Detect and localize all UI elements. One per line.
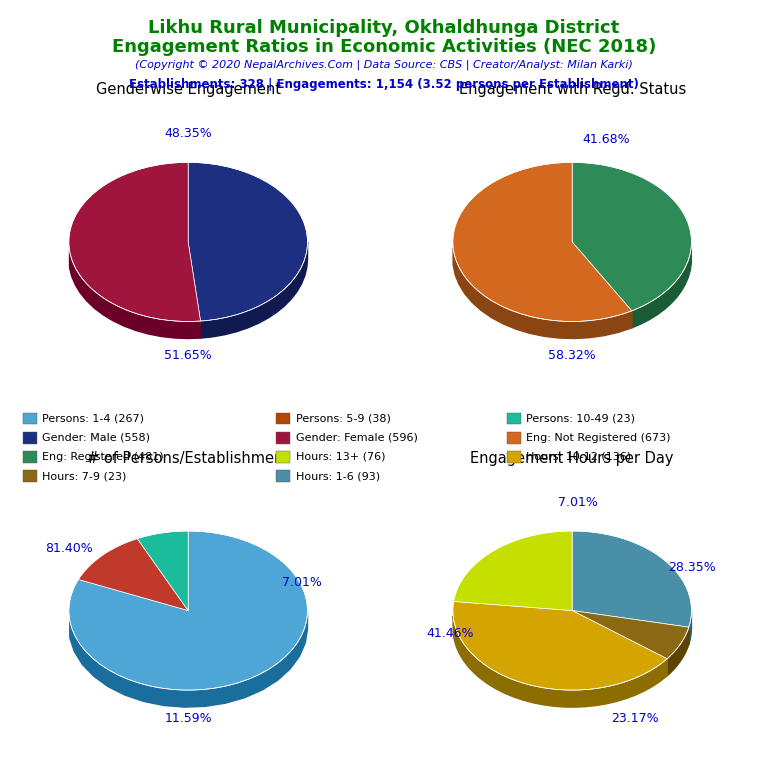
Text: 28.35%: 28.35% [667,561,715,574]
Polygon shape [453,601,667,690]
Text: Establishments: 328 | Engagements: 1,154 (3.52 persons per Establishment): Establishments: 328 | Engagements: 1,154… [129,78,639,91]
Text: Persons: 10-49 (23): Persons: 10-49 (23) [526,413,635,424]
Text: Persons: 5-9 (38): Persons: 5-9 (38) [296,413,391,424]
Text: Hours: 10-12 (136): Hours: 10-12 (136) [526,452,631,462]
Polygon shape [188,259,200,338]
Polygon shape [572,611,689,659]
Polygon shape [69,162,200,322]
Text: 23.17%: 23.17% [611,712,658,725]
Text: 48.35%: 48.35% [164,127,212,141]
Text: 58.32%: 58.32% [548,349,596,362]
Text: Engagement Ratios in Economic Activities (NEC 2018): Engagement Ratios in Economic Activities… [112,38,656,56]
Polygon shape [572,259,632,328]
Text: 11.59%: 11.59% [164,712,212,725]
Text: Hours: 1-6 (93): Hours: 1-6 (93) [296,471,380,482]
Polygon shape [572,627,689,644]
Title: Engagement with Regd. Status: Engagement with Regd. Status [458,82,686,98]
Text: Gender: Male (558): Gender: Male (558) [42,432,151,443]
Polygon shape [572,162,691,311]
Polygon shape [454,531,572,611]
Polygon shape [572,531,691,627]
Polygon shape [632,247,691,328]
Text: 41.68%: 41.68% [582,133,630,146]
Polygon shape [78,538,188,611]
Text: (Copyright © 2020 NepalArchives.Com | Data Source: CBS | Creator/Analyst: Milan : (Copyright © 2020 NepalArchives.Com | Da… [135,60,633,71]
Polygon shape [689,613,691,644]
Polygon shape [70,612,307,707]
Text: 41.46%: 41.46% [426,627,474,640]
Polygon shape [69,531,307,690]
Polygon shape [137,531,188,611]
Text: 51.65%: 51.65% [164,349,212,362]
Text: Eng: Not Registered (673): Eng: Not Registered (673) [526,432,670,443]
Title: Engagement Hours per Day: Engagement Hours per Day [471,451,674,466]
Polygon shape [70,250,200,339]
Text: 7.01%: 7.01% [558,496,598,509]
Title: Genderwise Engagement: Genderwise Engagement [96,82,280,98]
Polygon shape [453,247,632,339]
Text: Persons: 1-4 (267): Persons: 1-4 (267) [42,413,144,424]
Text: 81.40%: 81.40% [45,541,93,554]
Text: Gender: Female (596): Gender: Female (596) [296,432,418,443]
Polygon shape [200,242,307,338]
Text: Likhu Rural Municipality, Okhaldhunga District: Likhu Rural Municipality, Okhaldhunga Di… [148,19,620,37]
Title: # of Persons/Establishment: # of Persons/Establishment [87,451,290,466]
Polygon shape [453,616,667,707]
Text: Eng: Registered (481): Eng: Registered (481) [42,452,164,462]
Text: Hours: 13+ (76): Hours: 13+ (76) [296,452,386,462]
Polygon shape [188,162,307,321]
Text: 7.01%: 7.01% [282,576,322,588]
Text: Hours: 7-9 (23): Hours: 7-9 (23) [42,471,127,482]
Polygon shape [667,627,689,676]
Polygon shape [453,162,632,322]
Polygon shape [572,627,667,676]
